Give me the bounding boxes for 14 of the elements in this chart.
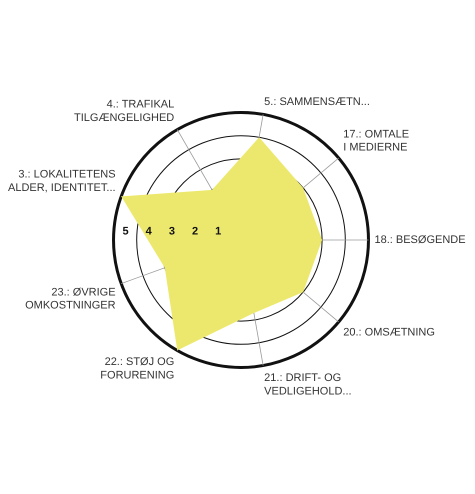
spoke-label: 23.: ØVRIGE OMKOSTNINGER	[25, 286, 116, 312]
spoke-label: 21.: DRIFT- OG VEDLIGEHOLD...	[264, 372, 352, 398]
y-tick-label: 5	[122, 226, 129, 238]
spoke-label: 22.: STØJ OG FORURENING	[100, 356, 174, 382]
y-tick-label: 1	[215, 226, 222, 238]
y-tick-label: 4	[146, 226, 153, 238]
spoke-label: 4.: TRAFIKAL TILGÆNGELIGHED	[74, 98, 174, 124]
spoke-label: 20.: OMSÆTNING	[343, 326, 435, 338]
y-tick-label: 2	[192, 226, 198, 238]
spoke-label: 18.: BESØGENDE	[374, 234, 466, 246]
spoke-label: 3.: LOKALITETENS ALDER, IDENTITET...	[8, 168, 116, 194]
y-tick-label: 3	[168, 226, 175, 238]
spoke-label: 5.: SAMMENSÆTN...	[264, 96, 370, 108]
spoke-label: 17.: OMTALE I MEDIERNE	[343, 128, 410, 154]
